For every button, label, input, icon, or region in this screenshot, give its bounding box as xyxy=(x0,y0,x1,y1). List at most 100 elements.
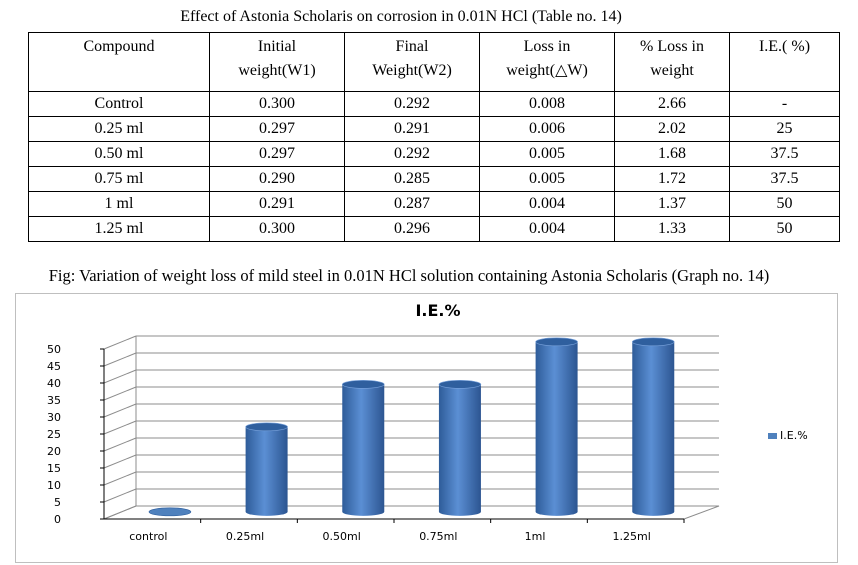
table-cell: 0.300 xyxy=(209,216,345,242)
table-cell: 0.25 ml xyxy=(28,116,210,142)
bar-top xyxy=(535,337,578,347)
legend-label: I.E.% xyxy=(780,429,808,442)
y-tick-label: 35 xyxy=(47,394,61,407)
table-cell: - xyxy=(729,91,840,117)
table-cell: 1 ml xyxy=(28,191,210,217)
bar-top xyxy=(341,380,385,389)
y-tick-label: 15 xyxy=(47,462,61,475)
legend-swatch xyxy=(768,433,777,439)
bar xyxy=(535,341,578,516)
bar xyxy=(632,341,675,516)
gridline-diagonal xyxy=(103,454,137,469)
table-cell: 0.75 ml xyxy=(28,166,210,192)
chart-area: I.E.% 0 5 10 15 20 25 30 35 40 45 50 control 0.25ml… xyxy=(15,293,838,563)
y-tick-label: 40 xyxy=(47,377,61,390)
gridline-diagonal xyxy=(103,403,137,418)
header-ie-percent: I.E.( %) xyxy=(729,32,840,92)
table-cell: 50 xyxy=(729,191,840,217)
chart-title: I.E.% xyxy=(415,301,460,320)
table-cell: 1.68 xyxy=(614,141,730,167)
x-tick-label: 0.50ml xyxy=(323,530,361,543)
table-cell: 0.287 xyxy=(344,191,480,217)
table-cell: 25 xyxy=(729,116,840,142)
table-caption: Effect of Astonia Scholaris on corrosion… xyxy=(180,8,622,25)
table-cell: 0.50 ml xyxy=(28,141,210,167)
y-axis-ticks: 0 5 10 15 20 25 30 35 40 45 50 xyxy=(47,343,104,526)
figure-caption: Fig: Variation of weight loss of mild st… xyxy=(48,266,770,285)
chart-bars xyxy=(148,337,675,517)
gridline-diagonal xyxy=(103,386,137,401)
table-header-row: Compound Initial weight(W1) Final Weight(W… xyxy=(28,32,840,92)
table-cell: 2.66 xyxy=(614,91,730,117)
table-cell: 0.297 xyxy=(209,116,345,142)
table-cell: 0.291 xyxy=(209,191,345,217)
y-tick-label: 50 xyxy=(47,343,61,356)
bar-top xyxy=(631,337,675,347)
gridline-diagonal xyxy=(103,437,137,452)
table-cell: 0.296 xyxy=(344,216,480,242)
table-cell: 0.006 xyxy=(479,116,615,142)
table-cell: 0.005 xyxy=(479,166,615,192)
x-tick-label: control xyxy=(129,530,167,543)
y-tick-label: 5 xyxy=(54,496,61,509)
chart-gridlines xyxy=(103,335,720,520)
chart-floor xyxy=(103,505,720,520)
table-cell: 0.005 xyxy=(479,141,615,167)
table-cell: 0.290 xyxy=(209,166,345,192)
table-cell: 0.004 xyxy=(479,191,615,217)
x-tick-label: 0.75ml xyxy=(419,530,457,543)
table-row: 1.25 ml 0.300 0.296 0.004 1.33 50 xyxy=(28,216,840,242)
table-cell: 37.5 xyxy=(729,166,840,192)
table-cell: Control xyxy=(28,91,210,117)
gridline-diagonal xyxy=(103,352,137,367)
table-row: Control 0.300 0.292 0.008 2.66 - xyxy=(28,91,840,117)
y-tick-label: 45 xyxy=(47,360,61,373)
header-final-weight: Final Weight(W2) xyxy=(344,32,480,92)
gridline-diagonal xyxy=(103,488,137,503)
corrosion-data-table: Compound Initial weight(W1) Final Weight(W… xyxy=(28,32,840,242)
bar xyxy=(245,426,288,516)
table-cell: 1.25 ml xyxy=(28,216,210,242)
y-tick-label: 0 xyxy=(54,513,61,526)
table-cell: 1.37 xyxy=(614,191,730,217)
header-compound: Compound xyxy=(28,32,210,92)
gridline-diagonal xyxy=(103,369,137,384)
table-row: 0.75 ml 0.290 0.285 0.005 1.72 37.5 xyxy=(28,166,840,192)
table-cell: 0.292 xyxy=(344,141,480,167)
bar xyxy=(342,384,385,516)
table-cell: 2.02 xyxy=(614,116,730,142)
y-tick-label: 10 xyxy=(47,479,61,492)
table-cell: 0.291 xyxy=(344,116,480,142)
table-cell: 0.300 xyxy=(209,91,345,117)
bar-top xyxy=(438,380,482,389)
chart-legend: I.E.% xyxy=(768,429,808,442)
gridline-diagonal xyxy=(103,471,137,486)
header-percent-loss: % Loss in weight xyxy=(614,32,730,92)
header-initial-weight: Initial weight(W1) xyxy=(209,32,345,92)
y-tick-label: 20 xyxy=(47,445,61,458)
table-cell: 1.72 xyxy=(614,166,730,192)
x-tick-label: 1ml xyxy=(525,530,546,543)
table-cell: 0.292 xyxy=(344,91,480,117)
bar-chart: I.E.% 0 5 10 15 20 25 30 35 40 45 50 control 0.25ml… xyxy=(47,301,808,543)
table-cell: 50 xyxy=(729,216,840,242)
table-cell: 0.297 xyxy=(209,141,345,167)
gridline-diagonal xyxy=(103,335,137,350)
y-tick-label: 25 xyxy=(47,428,61,441)
table-cell: 0.004 xyxy=(479,216,615,242)
bar xyxy=(438,384,481,516)
table-cell: 0.285 xyxy=(344,166,480,192)
table-cell: 1.33 xyxy=(614,216,730,242)
table-row: 0.50 ml 0.297 0.292 0.005 1.68 37.5 xyxy=(28,141,840,167)
table-row: 1 ml 0.291 0.287 0.004 1.37 50 xyxy=(28,191,840,217)
bar xyxy=(148,507,192,517)
header-loss-weight: Loss in weight(△W) xyxy=(479,32,615,92)
gridline-diagonal xyxy=(103,420,137,435)
table-row: 0.25 ml 0.297 0.291 0.006 2.02 25 xyxy=(28,116,840,142)
bar-top xyxy=(245,422,288,432)
x-tick-label: 0.25ml xyxy=(226,530,264,543)
x-tick-label: 1.25ml xyxy=(613,530,651,543)
x-axis-labels: control 0.25ml 0.50ml 0.75ml 1ml 1.25ml xyxy=(129,519,685,543)
y-tick-label: 30 xyxy=(47,411,61,424)
table-cell: 0.008 xyxy=(479,91,615,117)
